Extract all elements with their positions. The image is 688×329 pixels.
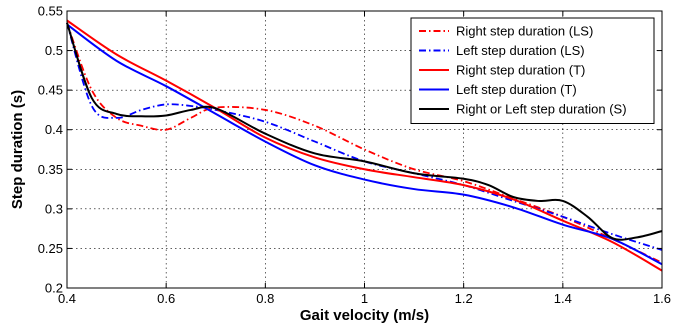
x-axis-title: Gait velocity (m/s) (300, 307, 429, 324)
x-tick-label: 1.2 (455, 291, 473, 306)
y-tick-label: 0.35 (38, 162, 63, 177)
y-axis-title: Step duration (s) (9, 90, 26, 209)
legend-label-1: Right step duration (LS) (456, 24, 593, 39)
legend-label-2: Left step duration (LS) (456, 43, 585, 58)
x-tick-label: 1 (361, 291, 368, 306)
y-tick-label: 0.25 (38, 241, 63, 256)
axis-ticks: 0.4 0.6 0.8 1 1.2 1.4 1.6 0.2 0.25 0.3 0.35 0.4 0.45… (38, 4, 671, 307)
legend-label-4: Left step duration (T) (456, 82, 577, 97)
legend-label-3: Right step duration (T) (456, 63, 585, 78)
series-line-3 (66, 19, 663, 272)
x-tick-label: 0.4 (58, 291, 76, 306)
x-tick-label: 1.4 (554, 291, 572, 306)
series-lines (66, 19, 663, 272)
x-tick-label: 0.6 (157, 291, 175, 306)
y-tick-label: 0.55 (38, 4, 63, 19)
series-line-4 (66, 23, 663, 266)
y-tick-label: 0.2 (45, 281, 63, 296)
y-tick-label: 0.4 (45, 122, 63, 137)
series-line-1 (66, 22, 663, 264)
series-line-5 (66, 22, 663, 241)
x-tick-label: 1.6 (653, 291, 671, 306)
legend-label-5: Right or Left step duration (S) (456, 102, 627, 117)
y-tick-label: 0.45 (38, 83, 63, 98)
legend: Right step duration (LS) Left step durati… (410, 17, 655, 124)
y-tick-label: 0.5 (45, 43, 63, 58)
y-tick-label: 0.3 (45, 201, 63, 216)
x-tick-label: 0.8 (256, 291, 274, 306)
legend-box (410, 17, 655, 124)
